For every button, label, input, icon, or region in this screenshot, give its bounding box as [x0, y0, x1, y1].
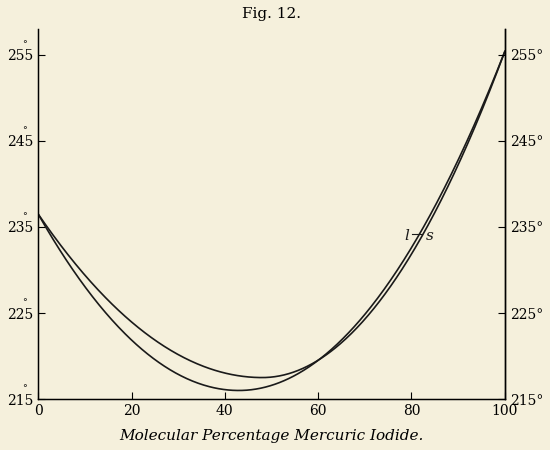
X-axis label: Molecular Percentage Mercuric Iodide.: Molecular Percentage Mercuric Iodide. — [119, 429, 424, 443]
Text: l: l — [404, 229, 409, 243]
Title: Fig. 12.: Fig. 12. — [242, 7, 301, 21]
Text: °: ° — [23, 212, 27, 221]
Text: °: ° — [23, 385, 27, 394]
Text: °: ° — [23, 126, 27, 135]
Text: °: ° — [23, 40, 27, 50]
Text: °: ° — [23, 298, 27, 307]
Text: s: s — [426, 229, 434, 243]
